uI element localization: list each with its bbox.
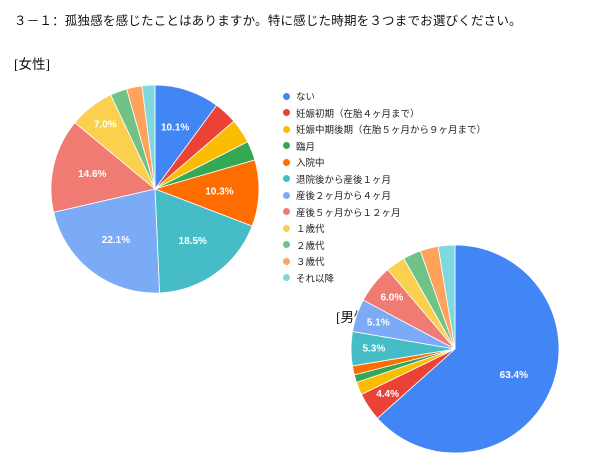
pie-slice-label: 63.4% — [500, 370, 528, 381]
legend-item: 妊娠中期後期（在胎５ヶ月から９ヶ月まで） — [283, 121, 486, 138]
legend-color-dot — [283, 158, 290, 166]
legend-color-dot — [283, 191, 290, 199]
pie-slice-label: 18.5% — [179, 236, 207, 247]
pie-slice-label: 14.6% — [78, 169, 106, 180]
legend-item-label: 退院後から産後１ヶ月 — [296, 174, 392, 186]
question-title: ３－１：孤独感を感じたことはありますか。特に感じた時期を３つまでお選びください。 — [14, 14, 522, 28]
legend-item: 産後５ヶ月から１２ヶ月 — [283, 204, 486, 221]
legend-item: ３歳代 — [283, 253, 486, 270]
legend-item-label: 妊娠中期後期（在胎５ヶ月から９ヶ月まで） — [296, 125, 487, 137]
female-group-label: [女性] — [14, 57, 50, 72]
legend-item-label: 妊娠初期（在胎４ヶ月まで） — [296, 108, 420, 120]
pie-slice-label: 22.1% — [102, 235, 130, 246]
pie-slice-label: 5.1% — [367, 317, 390, 328]
legend-item: ない — [283, 88, 486, 105]
legend: ない妊娠初期（在胎４ヶ月まで） 妊娠中期後期（在胎５ヶ月から９ヶ月まで） 臨月入院中… — [283, 88, 486, 286]
legend-item: それ以降 — [283, 270, 486, 287]
pie-slice-label: 7.0% — [94, 120, 117, 131]
legend-item-label: 入院中 — [296, 158, 325, 170]
legend-item-label: 臨月 — [296, 141, 316, 153]
legend-item-label: それ以降 — [296, 273, 335, 285]
legend-color-dot — [283, 125, 290, 133]
legend-item-label: 産後２ヶ月から４ヶ月 — [296, 191, 392, 203]
legend-item: 退院後から産後１ヶ月 — [283, 171, 486, 188]
pie-slice — [141, 84, 156, 190]
legend-color-dot — [283, 257, 290, 265]
pie-slice-label: 4.4% — [376, 389, 399, 400]
legend-item: 産後２ヶ月から４ヶ月 — [283, 187, 486, 204]
male-pie-chart: 63.4% 4.4% 5.3% 5.1% 6.0% — [350, 244, 560, 454]
legend-color-dot — [283, 224, 290, 232]
legend-color-dot — [283, 241, 290, 249]
legend-item: 入院中 — [283, 154, 486, 171]
legend-item-label: ２歳代 — [296, 240, 325, 252]
legend-color-dot — [283, 109, 290, 117]
pie-slice — [154, 188, 253, 294]
legend-item: 妊娠初期（在胎４ヶ月まで） — [283, 105, 486, 122]
legend-item-label: ない — [296, 92, 316, 104]
legend-item: １歳代 — [283, 220, 486, 237]
pie-slice — [437, 244, 456, 350]
pie-slice — [376, 244, 560, 454]
legend-color-dot — [283, 142, 290, 150]
legend-color-dot — [283, 175, 290, 183]
pie-slice — [50, 122, 156, 213]
legend-color-dot — [283, 274, 290, 282]
pie-slice-label: 10.1% — [161, 122, 189, 133]
legend-item-label: ３歳代 — [296, 257, 325, 269]
pie-slice-label: 5.3% — [362, 343, 385, 354]
legend-color-dot — [283, 208, 290, 216]
legend-item: 臨月 — [283, 138, 486, 155]
legend-item: ２歳代 — [283, 237, 486, 254]
pie-slice — [53, 188, 160, 294]
female-pie-chart: 10.1% 10.3% 18.5% 22.1% 14.6% 7.0% — [50, 84, 260, 294]
legend-color-dot — [283, 92, 290, 100]
legend-item-label: 産後５ヶ月から１２ヶ月 — [296, 207, 401, 219]
pie-slice-label: 10.3% — [205, 186, 233, 197]
pie-slice-label: 6.0% — [380, 293, 403, 304]
legend-item-label: １歳代 — [296, 224, 325, 236]
